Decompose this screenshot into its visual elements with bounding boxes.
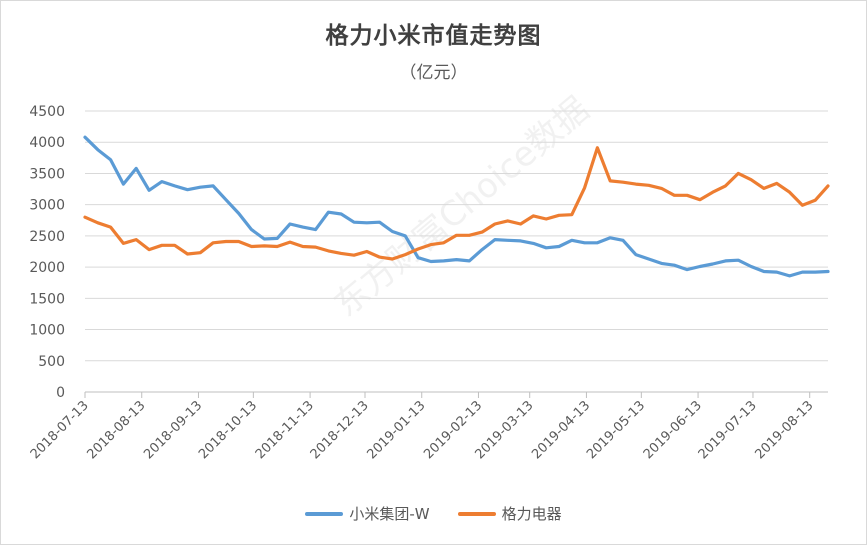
legend-swatch-gree: [457, 511, 496, 516]
series-layer: [83, 135, 830, 278]
y-tick-label: 4500: [29, 104, 65, 120]
legend: 小米集团-W 格力电器: [0, 503, 867, 524]
y-tick-label: 1000: [29, 323, 65, 339]
chart-subtitle: （亿元）: [399, 63, 468, 83]
x-tick-label: 2019-05-13: [584, 398, 648, 462]
legend-label-gree: 格力电器: [501, 505, 562, 523]
x-tick-label: 2019-01-13: [365, 398, 429, 462]
y-tick-label: 3500: [29, 166, 65, 182]
y-tick-label: 1500: [29, 291, 65, 307]
x-tick-label: 2018-08-13: [85, 398, 149, 462]
x-tick-label: 2018-11-13: [253, 398, 317, 462]
y-tick-label: 0: [56, 385, 65, 401]
legend-swatch-xiaomi: [305, 511, 344, 516]
x-tick-label: 2019-06-13: [641, 398, 705, 462]
x-tick-label: 2018-07-13: [28, 398, 92, 462]
series-line-gree: [83, 146, 830, 261]
y-tick-label: 2000: [29, 260, 65, 276]
x-tick-label: 2019-04-13: [529, 398, 593, 462]
series-line-xiaomi: [83, 135, 830, 278]
legend-label-xiaomi: 小米集团-W: [349, 505, 430, 523]
y-tick-label: 2500: [29, 229, 65, 245]
y-tick-label: 4000: [29, 135, 65, 151]
x-tick-label: 2018-12-13: [308, 398, 372, 462]
legend-item-gree: 格力电器: [457, 503, 562, 524]
x-tick-label: 2019-07-13: [696, 398, 760, 462]
x-tick-label: 2019-08-13: [752, 398, 816, 462]
axis-layer: 0 500 1000 1500 2000 2500 3000 3500 4000 4500 2018…: [28, 104, 828, 462]
y-tick-label: 3000: [29, 198, 65, 214]
chart-title: 格力小米市值走势图: [325, 23, 542, 49]
legend-item-xiaomi: 小米集团-W: [305, 503, 430, 524]
x-tick-label: 2018-10-13: [196, 398, 260, 462]
y-tick-label: 500: [38, 354, 65, 370]
x-tick-label: 2018-09-13: [141, 398, 205, 462]
